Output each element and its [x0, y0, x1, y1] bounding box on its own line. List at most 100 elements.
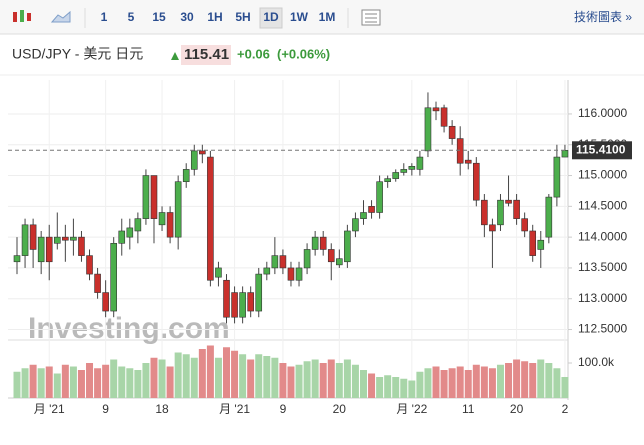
candle-body: [473, 162, 480, 201]
y-tick-label: 113.0000: [578, 291, 627, 305]
volume-bar: [392, 377, 400, 398]
chart-link[interactable]: 技術圖表 »: [574, 10, 632, 24]
volume-tick-label: 100.0k: [578, 355, 615, 369]
candle-body: [134, 218, 142, 232]
volume-bar: [94, 368, 102, 398]
y-tick-label: 112.5000: [578, 322, 627, 336]
candle-body: [287, 267, 295, 281]
up-arrow: [171, 52, 179, 60]
table-icon[interactable]: [361, 9, 381, 26]
candle-body: [384, 178, 391, 183]
candle-body: [336, 258, 343, 266]
interval-button[interactable]: 30: [180, 10, 194, 24]
watermark: Investing.com: [28, 312, 230, 345]
y-tick-label: 115.0000: [578, 168, 627, 182]
candle-body: [464, 159, 472, 164]
x-tick-label: 月 '22: [396, 402, 427, 416]
volume-bar: [464, 370, 472, 398]
candle-body: [537, 239, 545, 250]
volume-bar: [343, 359, 351, 398]
volume-bar: [134, 370, 142, 398]
candle-body: [190, 150, 198, 170]
volume-bar: [287, 366, 295, 398]
volume-bar: [86, 363, 94, 398]
y-tick-label: 114.0000: [578, 229, 627, 243]
volume-bar: [488, 368, 496, 398]
area-icon[interactable]: [50, 10, 71, 23]
candle-body: [21, 224, 29, 256]
interval-button[interactable]: 5H: [235, 10, 250, 24]
candle-body: [37, 236, 45, 263]
volume-bar: [271, 357, 279, 398]
volume-bar: [21, 368, 29, 398]
candle-body: [142, 175, 150, 219]
candle-body: [207, 156, 214, 281]
active-interval: [259, 7, 283, 29]
volume-bar: [472, 364, 480, 398]
volume-bar: [231, 350, 239, 398]
candle-body: [408, 166, 416, 170]
candle-body: [231, 292, 238, 318]
interval-button[interactable]: 15: [152, 10, 166, 24]
candle-body: [424, 107, 432, 152]
candle-body: [497, 199, 504, 226]
x-tick-label: 月 '21: [219, 402, 250, 416]
volume-bar: [53, 373, 61, 398]
volume-bar: [61, 364, 69, 398]
volume-bar: [368, 373, 376, 398]
candle-body: [29, 224, 37, 250]
volume-bar: [416, 371, 424, 398]
volume-bar: [158, 359, 166, 398]
candle-body: [239, 292, 246, 318]
volume-bar: [553, 368, 561, 398]
interval-button[interactable]: 1D: [263, 10, 279, 24]
candle-body: [448, 125, 456, 139]
candle-body: [489, 224, 496, 232]
x-tick-label: 11: [462, 402, 475, 416]
volume-bar: [37, 368, 45, 398]
volume-bar: [279, 363, 287, 398]
candle-body: [513, 199, 520, 219]
candle-icon[interactable]: [13, 10, 31, 22]
price-highlight: [181, 45, 231, 65]
candle-body: [271, 255, 279, 269]
candle-body: [45, 236, 53, 263]
volume-bar: [110, 359, 118, 398]
candle-body: [360, 212, 367, 219]
volume-bar: [521, 361, 529, 398]
x-tick-label: 20: [333, 402, 347, 416]
interval-button[interactable]: 1W: [290, 10, 309, 24]
volume-bar: [247, 359, 255, 398]
last-price-box: [572, 141, 632, 160]
y-tick-label: 113.5000: [578, 260, 627, 274]
candle-body: [456, 138, 464, 164]
volume-bar: [448, 368, 456, 398]
candle-body: [247, 292, 254, 312]
volume-bar: [440, 370, 448, 398]
interval-button[interactable]: 1M: [319, 10, 336, 24]
y-tick-label: 116.0000: [578, 106, 627, 120]
volume-bar: [376, 377, 384, 398]
candle-body: [327, 249, 335, 263]
candle-body: [561, 149, 569, 158]
candle-body: [303, 249, 311, 269]
volume-bar: [311, 359, 319, 398]
interval-button[interactable]: 1H: [207, 10, 222, 24]
candle-body: [62, 236, 69, 241]
candle-body: [94, 273, 101, 293]
volume-bar: [239, 354, 247, 398]
interval-button[interactable]: 1: [101, 10, 108, 24]
volume-bar: [384, 375, 392, 398]
x-tick-label: 9: [280, 402, 287, 416]
candle-body: [481, 199, 488, 226]
candle-body: [376, 181, 383, 213]
candle-body: [400, 169, 408, 173]
x-tick-label: 20: [510, 402, 524, 416]
candle-body: [86, 255, 93, 275]
candle-body: [150, 175, 158, 219]
interval-button[interactable]: 5: [128, 10, 135, 24]
volume-bar: [126, 368, 134, 398]
volume-bar: [505, 363, 513, 398]
candle-body: [174, 181, 182, 238]
volume-bar: [359, 370, 367, 398]
